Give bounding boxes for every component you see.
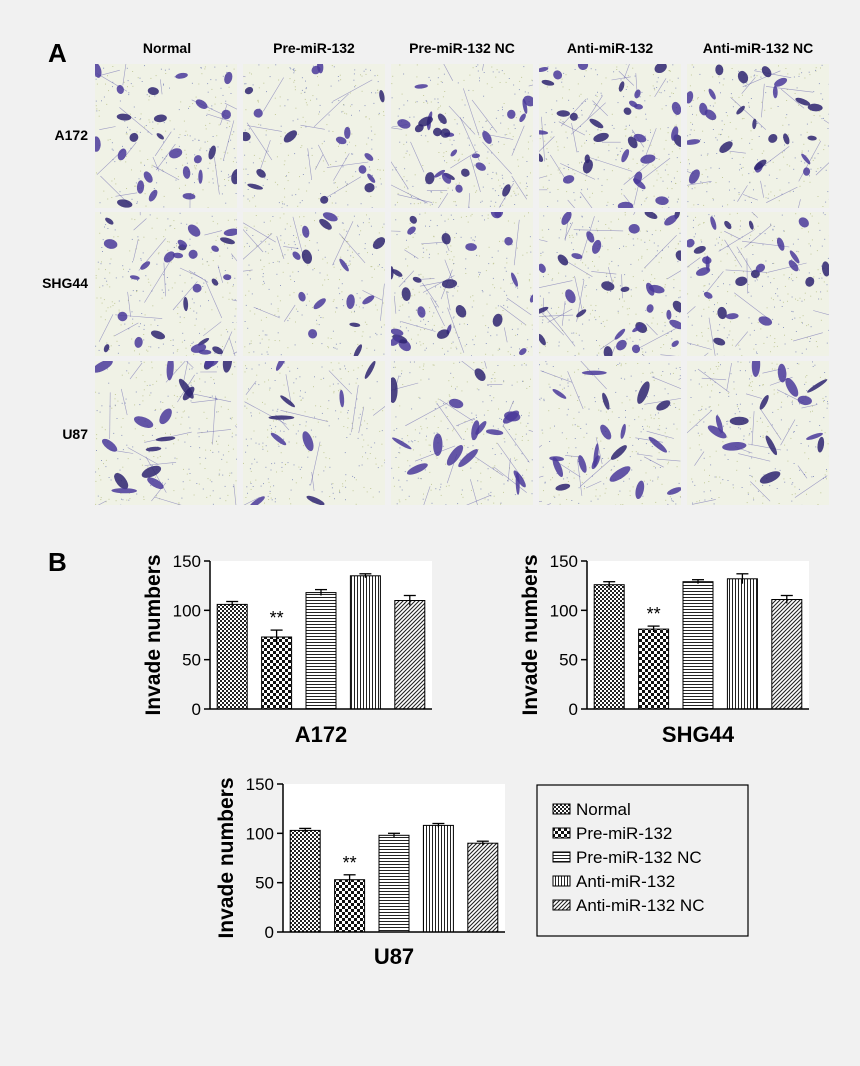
y-tick-label: 150 bbox=[550, 552, 578, 571]
bar bbox=[216, 603, 248, 710]
x-axis-label: SHG44 bbox=[662, 722, 735, 747]
row-label-a172: A172 bbox=[54, 127, 88, 143]
y-tick-label: 50 bbox=[255, 874, 274, 893]
micrograph bbox=[391, 212, 533, 356]
legend-label-normal: Normal bbox=[576, 800, 631, 819]
bar bbox=[261, 636, 293, 710]
bar bbox=[726, 578, 758, 710]
bar-chart-u87: ** 0 50 100 150 Invade numbers U87 bbox=[215, 775, 505, 969]
legend-swatch-pre-mir-132-nc bbox=[552, 851, 571, 863]
x-axis-label: A172 bbox=[295, 722, 348, 747]
significance-label: ** bbox=[647, 604, 661, 624]
y-tick-label: 100 bbox=[173, 601, 201, 620]
legend-swatch-normal bbox=[552, 803, 571, 815]
bar bbox=[334, 879, 366, 933]
x-axis-label: U87 bbox=[374, 944, 414, 969]
y-tick-label: 50 bbox=[182, 651, 201, 670]
micrograph bbox=[95, 212, 237, 356]
column-label-pre-mir-132-nc: Pre-miR-132 NC bbox=[409, 40, 515, 56]
micrograph bbox=[539, 212, 681, 356]
y-tick-label: 0 bbox=[265, 923, 274, 942]
legend-label-anti-mir-132: Anti-miR-132 bbox=[576, 872, 675, 891]
panel-b-label: B bbox=[48, 547, 67, 577]
y-axis-label: Invade numbers bbox=[519, 554, 542, 715]
bar bbox=[378, 834, 410, 933]
y-axis-label: Invade numbers bbox=[215, 777, 238, 938]
bar bbox=[467, 842, 499, 933]
micrograph bbox=[687, 64, 829, 208]
legend-swatch-anti-mir-132 bbox=[552, 875, 571, 887]
row-label-shg44: SHG44 bbox=[42, 275, 88, 291]
legend-label-anti-mir-132-nc: Anti-miR-132 NC bbox=[576, 896, 704, 915]
y-tick-label: 0 bbox=[569, 700, 578, 719]
bar bbox=[394, 600, 426, 710]
bar bbox=[422, 824, 454, 933]
y-tick-label: 150 bbox=[246, 775, 274, 794]
legend-frame bbox=[536, 784, 749, 937]
column-label-anti-mir-132: Anti-miR-132 bbox=[566, 40, 654, 56]
y-tick-label: 0 bbox=[192, 700, 201, 719]
row-label-u87: U87 bbox=[62, 426, 88, 442]
significance-label: ** bbox=[270, 608, 284, 628]
micrograph bbox=[95, 361, 237, 505]
bar bbox=[682, 581, 714, 710]
micrograph bbox=[391, 64, 533, 208]
micrograph bbox=[95, 64, 237, 208]
bar bbox=[349, 575, 381, 710]
legend-swatch-pre-mir-132 bbox=[552, 827, 571, 839]
bar-chart-shg44: ** 0 50 100 150 Invade numbers SHG44 bbox=[519, 552, 809, 747]
y-axis-label: Invade numbers bbox=[142, 554, 165, 715]
significance-label: ** bbox=[343, 853, 357, 873]
legend-swatch-anti-mir-132-nc bbox=[552, 899, 571, 911]
micrograph bbox=[539, 361, 681, 505]
bar-chart-a172: ** 0 50 100 150 Invade numbers A172 bbox=[142, 552, 432, 747]
legend: Normal Pre-miR-132 Pre-miR-132 NC Anti-m… bbox=[536, 784, 749, 937]
y-tick-label: 50 bbox=[559, 651, 578, 670]
y-tick-label: 100 bbox=[550, 601, 578, 620]
micrograph bbox=[243, 212, 385, 356]
column-label-pre-mir-132: Pre-miR-132 bbox=[273, 40, 355, 56]
micrograph bbox=[687, 361, 829, 505]
bar bbox=[593, 584, 625, 710]
micrograph bbox=[539, 64, 681, 208]
column-label-anti-mir-132-nc: Anti-miR-132 NC bbox=[702, 40, 814, 56]
bar bbox=[289, 829, 321, 933]
bar bbox=[638, 628, 670, 710]
column-label-normal: Normal bbox=[142, 40, 192, 56]
micrograph bbox=[243, 64, 385, 208]
micrograph bbox=[243, 361, 385, 505]
bar bbox=[305, 592, 337, 710]
bar bbox=[771, 599, 803, 710]
micrograph bbox=[391, 361, 533, 505]
panel-a-label: A bbox=[48, 38, 67, 68]
y-tick-label: 150 bbox=[173, 552, 201, 571]
y-tick-label: 100 bbox=[246, 824, 274, 843]
legend-label-pre-mir-132: Pre-miR-132 bbox=[576, 824, 672, 843]
micrograph bbox=[687, 212, 829, 356]
legend-label-pre-mir-132-nc: Pre-miR-132 NC bbox=[576, 848, 702, 867]
